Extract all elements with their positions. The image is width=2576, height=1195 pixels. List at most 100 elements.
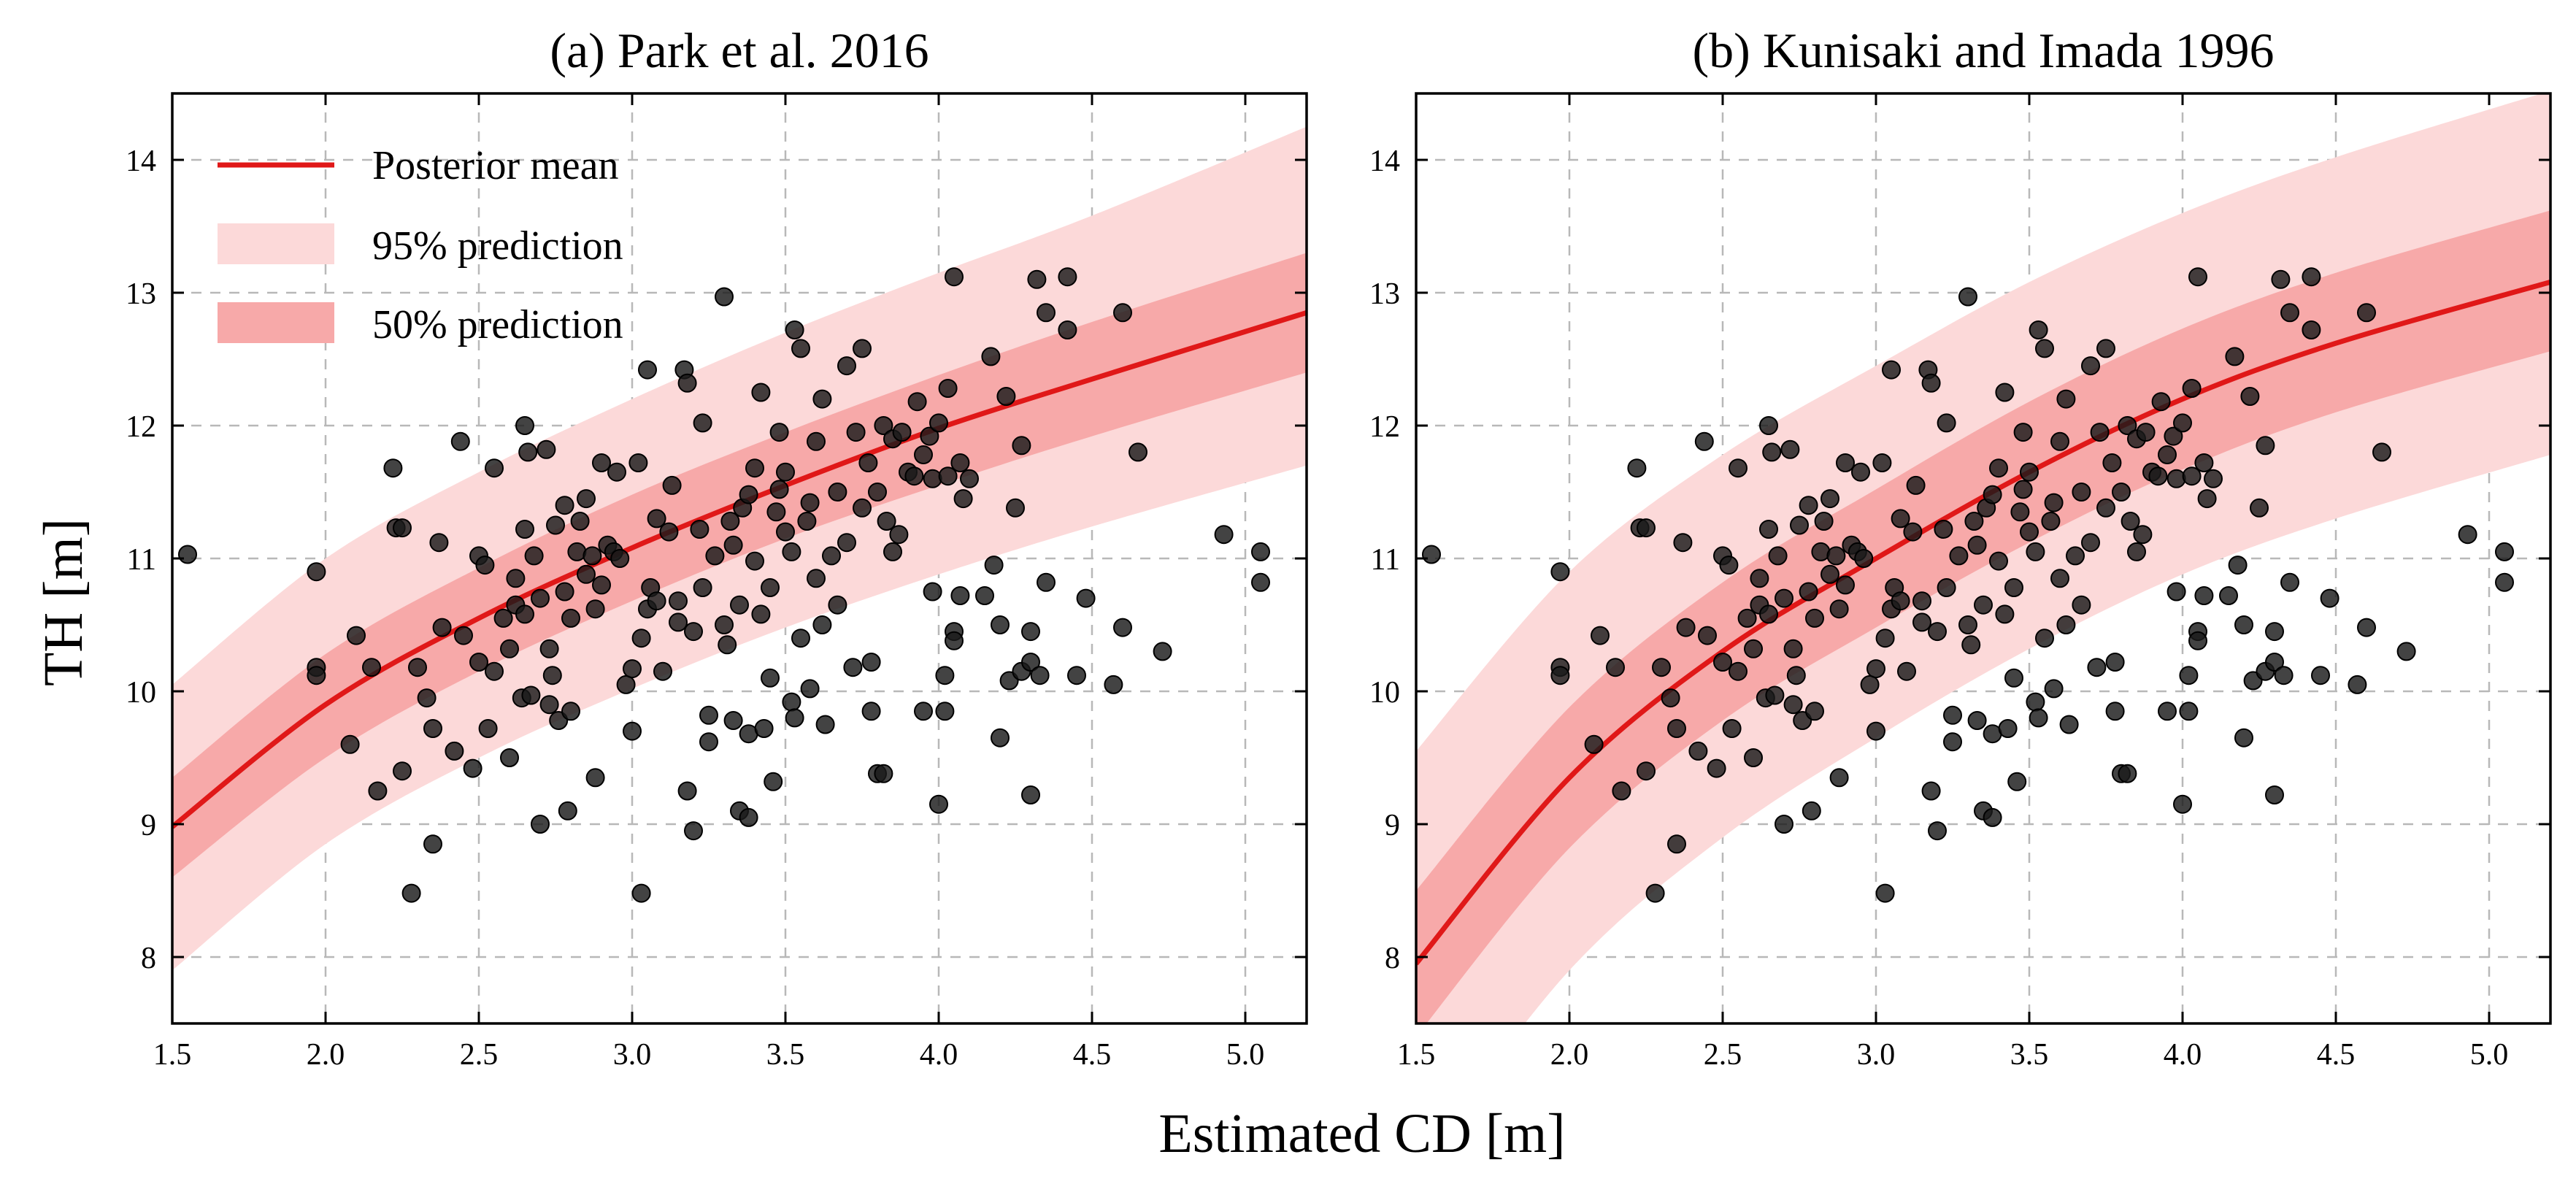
panel-a-data-point (1153, 642, 1172, 661)
panel-b-data-point (2026, 542, 2045, 561)
panel-b-data-point (2302, 267, 2321, 287)
panel-b-data-point (2348, 675, 2367, 694)
panel-b-data-point (2458, 525, 2477, 545)
panel-b-data-point (2274, 666, 2294, 685)
panel-b-data-point (1967, 535, 1987, 555)
panel-a-data-point (368, 781, 388, 801)
panel-a-data-point (610, 549, 630, 568)
panel-a-y-tick-label: 10 (126, 676, 156, 710)
panel-a-data-point (923, 582, 942, 602)
panel-a-data-point (1027, 269, 1047, 289)
panel-a-x-tick-label: 4.5 (1073, 1038, 1112, 1072)
panel-b-data-point (1698, 626, 1717, 645)
panel-a-data-point (877, 512, 896, 531)
panel-a-data-point (981, 347, 1001, 366)
panel-a-data-point (1113, 303, 1132, 323)
panel-a-data-point (653, 661, 672, 681)
panel-a-plot-area (172, 93, 1307, 1023)
panel-b-data-point (1550, 562, 1570, 582)
panel-b-data-point (1780, 439, 1800, 459)
panel-a-data-point (938, 379, 958, 398)
panel-b-data-point (2495, 572, 2514, 592)
panel-b-data-point (2166, 469, 2186, 488)
panel-b-data-point (2105, 702, 2125, 721)
panel-a-data-point (991, 615, 1010, 634)
panel-b-data-point (2020, 522, 2039, 542)
panel-a-data-point (929, 413, 948, 433)
panel-a-data-point (684, 622, 703, 642)
panel-a-data-point (935, 666, 955, 685)
panel-b-data-point (1627, 458, 1647, 478)
panel-b-data-point (2072, 483, 2091, 502)
panel-a-data-point (892, 423, 912, 442)
panel-a-data-point (485, 661, 504, 681)
panel-a-data-point (454, 626, 473, 645)
panel-a-data-point (539, 695, 559, 715)
panel-b-data-point (2234, 728, 2253, 748)
panel-a-data-point (739, 807, 758, 827)
panel-a-data-point (493, 608, 513, 628)
panel-a-data-point (607, 462, 626, 482)
panel-b-data-point (2265, 653, 2284, 672)
panel-a-data-point (815, 715, 835, 734)
panel-b-data-point (2197, 489, 2217, 509)
panel-a-data-point (623, 659, 642, 679)
panel-b-data-point (1826, 546, 1846, 566)
panel-b-x-tick-label: 5.0 (2470, 1038, 2509, 1072)
panel-a-data-point (1076, 588, 1096, 608)
panel-b-data-point (2225, 347, 2245, 366)
panel-b-data-point (1765, 685, 1785, 705)
panel-b-data-point (2072, 595, 2091, 615)
panel-a-data-point (889, 525, 909, 545)
panel-a-data-point (1251, 572, 1270, 592)
panel-b-data-point (1921, 781, 1941, 801)
panel-a-data-point (861, 702, 881, 721)
panel-b-data-point (2495, 542, 2514, 561)
panel-b-data-point (2265, 622, 2284, 642)
panel-a-data-point (555, 496, 574, 515)
panel-a-data-point (515, 416, 534, 435)
panel-a-data-point (807, 569, 826, 588)
panel-b-data-point (1882, 360, 1901, 380)
panel-a-data-point (558, 801, 577, 821)
panel-b-data-point (1820, 489, 1839, 509)
panel-b-data-point (1989, 458, 2008, 478)
panel-a-data-point (766, 502, 786, 522)
panel-b-data-point (2228, 556, 2248, 575)
panel-b-data-point (1783, 639, 1803, 658)
panel-b-data-point (2013, 480, 2033, 499)
panel-b-data-point (2121, 512, 2140, 531)
panel-a-data-point (583, 546, 602, 566)
panel-a-data-point (393, 761, 412, 781)
panel-b-data-point (2035, 629, 2054, 648)
panel-a-data-point (904, 466, 924, 486)
panel-b-data-point (1995, 604, 2015, 624)
panel-b-data-point (2081, 356, 2100, 376)
panel-a-data-point (1129, 442, 1147, 462)
panel-b-data-point (1829, 599, 1849, 619)
panel-a-data-point (623, 721, 642, 741)
panel-b-data-point (2302, 320, 2321, 339)
panel-b-data-point (1998, 719, 2018, 738)
panel-b-data-point (2280, 572, 2299, 592)
panel-a-data-point (907, 392, 927, 412)
panel-a-data-point (521, 685, 541, 705)
panel-b-data-point (1805, 702, 1824, 721)
panel-a-data-point (340, 734, 360, 754)
panel-a-data-point (776, 522, 795, 542)
panel-b-data-point (2013, 423, 2033, 442)
panel-b-data-point (1768, 546, 1788, 566)
panel-a-data-point (1058, 267, 1077, 287)
panel-b-data-point (1422, 545, 1441, 564)
panel-a-data-point (761, 578, 780, 597)
panel-b-data-point (1860, 675, 1880, 694)
panel-a-data-point (1251, 542, 1270, 561)
panel-b-data-point (1983, 807, 2002, 827)
panel-a-data-point (730, 595, 749, 615)
panel-a-x-tick-label: 1.5 (153, 1038, 192, 1072)
panel-b-data-point (2357, 303, 2376, 323)
panel-b-data-point (2136, 423, 2156, 442)
panel-a-data-point (500, 748, 519, 767)
panel-a-data-point (782, 542, 801, 561)
panel-a-data-point (463, 758, 482, 778)
